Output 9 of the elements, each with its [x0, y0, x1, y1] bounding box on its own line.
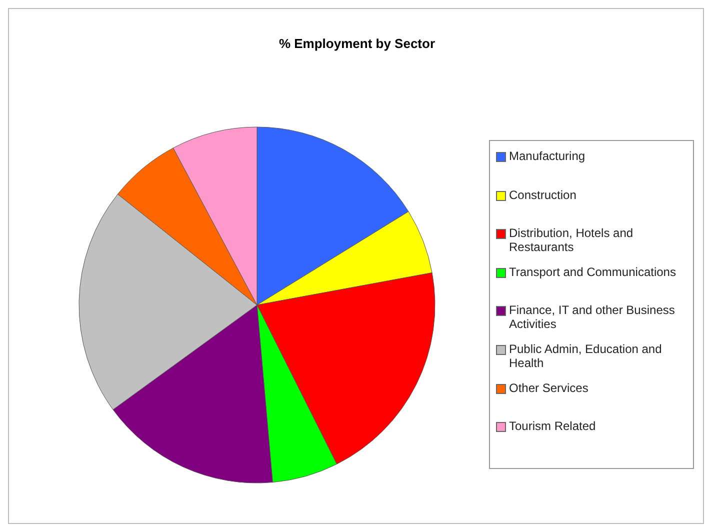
legend-label: Tourism Related	[509, 419, 597, 434]
legend-label: Manufacturing	[509, 149, 586, 163]
legend-label: Transport and Communications	[509, 264, 677, 279]
legend-label: Public Admin, Education and Health	[509, 342, 663, 370]
chart-title: % Employment by Sector	[278, 36, 436, 51]
legend-label: Construction	[509, 188, 578, 202]
legend-label: Distribution, Hotels and Restaurants	[509, 226, 634, 254]
legend-label: Finance, IT and other Business Activities	[509, 303, 676, 332]
legend-label: Other Services	[509, 380, 590, 395]
